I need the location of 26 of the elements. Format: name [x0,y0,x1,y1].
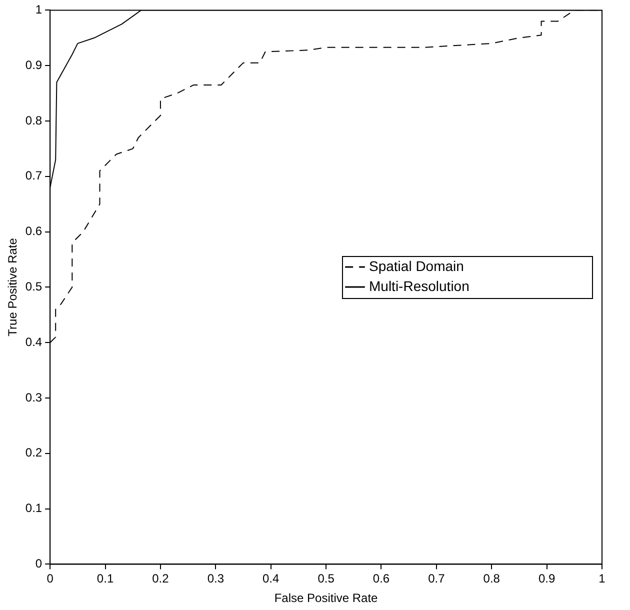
x-axis-title: False Positive Rate [274,591,378,606]
x-tick-label: 0.3 [207,572,224,586]
x-tick-label: 0.2 [152,572,170,586]
y-tick-label: 0.1 [25,501,42,516]
y-tick-label: 0.2 [25,446,42,460]
y-tick-label: 0.4 [25,334,42,349]
x-tick-label: 0.1 [96,572,114,586]
x-tick-label: 0.9 [538,572,556,586]
y-tick-label: 0 [35,556,42,571]
y-tick-label: 0.6 [25,224,42,238]
y-tick-label: 0.5 [25,280,42,294]
x-tick-label: 0 [46,572,54,586]
legend-label: Multi-Resolution [369,278,470,294]
x-tick-label: 0.7 [428,572,446,586]
y-tick-label: 1 [35,2,42,17]
y-tick-label: 0.9 [25,58,42,72]
y-tick-label: 0.3 [25,390,42,404]
y-axis-title: True Positive Rate [6,238,20,336]
x-tick-label: 0.5 [318,572,335,586]
x-tick-label: 0.8 [483,572,500,586]
x-tick-label: 0.4 [262,572,280,586]
x-tick-label: 0.6 [372,572,390,586]
legend-label: Spatial Domain [369,258,464,274]
x-tick-label: 1 [598,572,606,586]
y-tick-label: 0.7 [25,168,42,183]
y-tick-label: 0.8 [25,113,42,128]
